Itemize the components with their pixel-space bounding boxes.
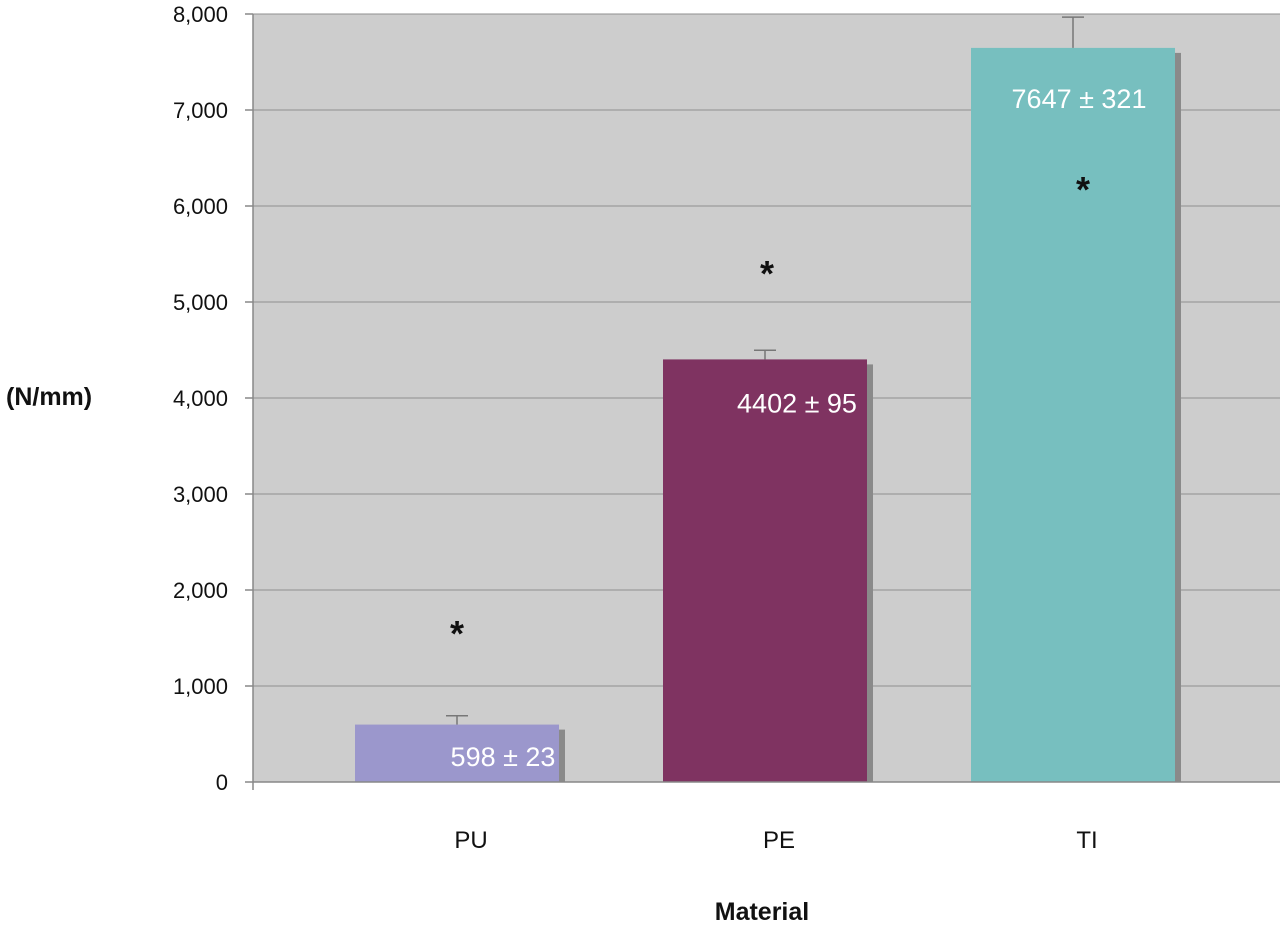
data-label: 4402 ± 95 <box>737 388 857 418</box>
y-tick-label: 4,000 <box>173 386 228 411</box>
x-tick-label: PE <box>763 827 795 854</box>
data-labels: 598 ± 23 4402 ± 95 7647 ± 321 <box>451 84 1147 772</box>
significance-marker: * <box>760 253 774 294</box>
data-label: 7647 ± 321 <box>1012 84 1147 114</box>
bar-pu <box>355 724 559 782</box>
y-tick-label: 0 <box>216 770 228 795</box>
x-tick-label: TI <box>1076 827 1097 854</box>
x-tick-label: PU <box>454 827 487 854</box>
y-axis-title: (N/mm) <box>6 383 92 411</box>
significance-marker: * <box>1076 169 1090 210</box>
x-tick-labels: PU PE TI <box>454 827 1097 854</box>
bar-pe <box>663 359 867 782</box>
significance-marker: * <box>450 613 464 654</box>
y-tick-label: 6,000 <box>173 194 228 219</box>
y-tick-label: 8,000 <box>173 2 228 27</box>
y-tick-label: 5,000 <box>173 290 228 315</box>
y-tick-label: 7,000 <box>173 98 228 123</box>
y-tick-labels: 0 1,000 2,000 3,000 4,000 5,000 6,000 7,000 8,00… <box>173 2 228 795</box>
y-tick-label: 1,000 <box>173 674 228 699</box>
significance-markers: * * * <box>450 169 1090 654</box>
y-tick-label: 3,000 <box>173 482 228 507</box>
x-axis-title: Material <box>715 898 809 926</box>
axes <box>252 14 1280 790</box>
bars <box>355 47 1175 782</box>
data-label: 598 ± 23 <box>451 742 556 772</box>
error-bars <box>446 16 1084 725</box>
y-tick-label: 2,000 <box>173 578 228 603</box>
bar-ti <box>971 47 1175 782</box>
